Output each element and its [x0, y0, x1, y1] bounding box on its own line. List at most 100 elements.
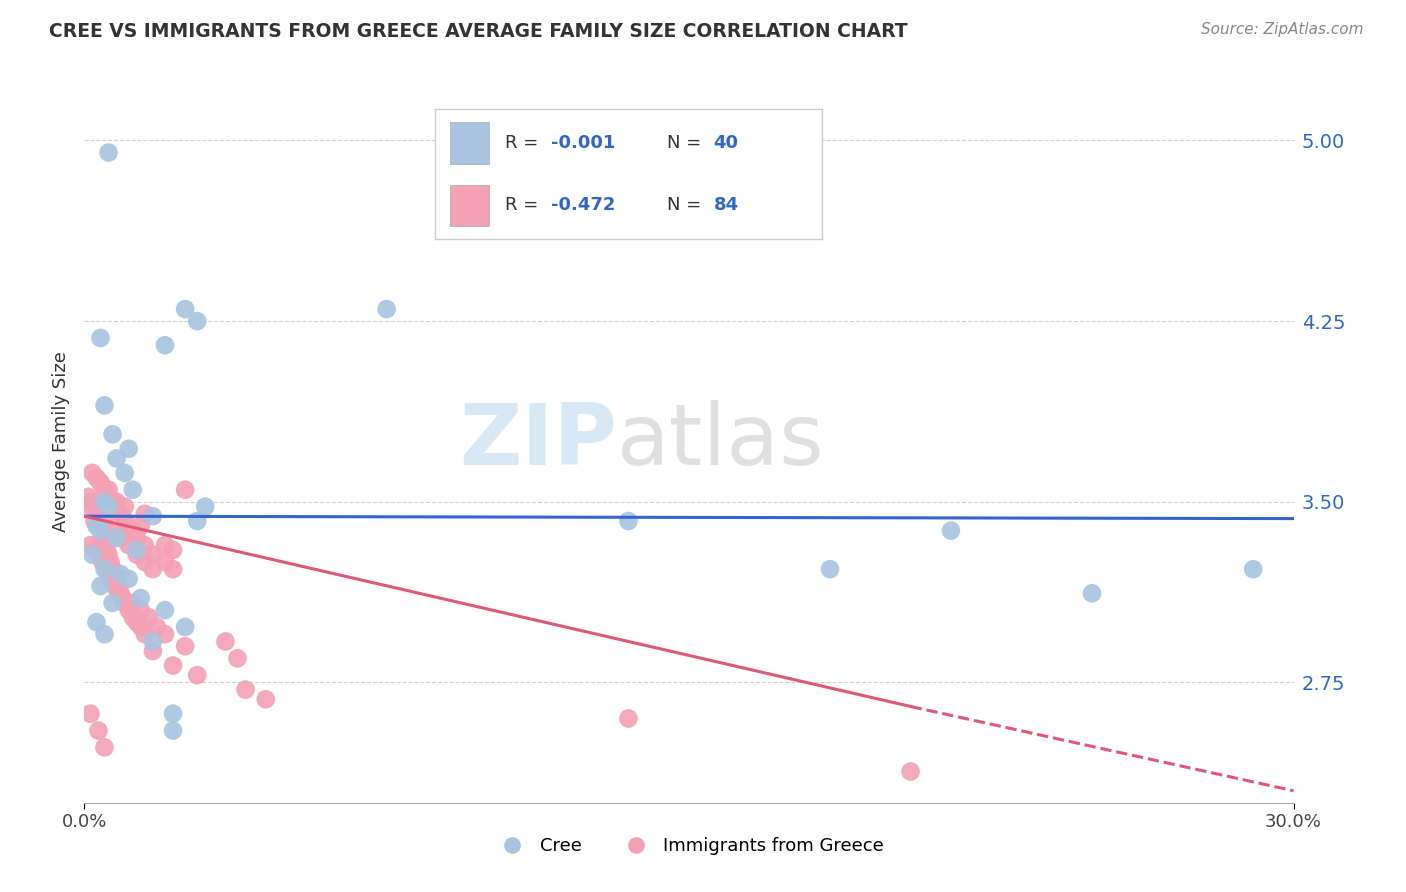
Point [107, 579, 129, 593]
Point [105, 500, 128, 514]
Point [86, 471, 108, 485]
Point [93, 562, 115, 576]
Point [86, 615, 108, 630]
Point [110, 586, 132, 600]
Point [118, 519, 141, 533]
Point [110, 531, 132, 545]
Point [939, 524, 962, 538]
Point [142, 634, 165, 648]
Point [93, 538, 115, 552]
Point [86, 507, 108, 521]
Point [186, 314, 208, 328]
Point [91, 555, 114, 569]
Point [105, 494, 128, 508]
Point [100, 572, 122, 586]
Point [194, 500, 217, 514]
Point [153, 338, 176, 352]
Point [134, 627, 156, 641]
Point [93, 483, 115, 497]
Point [174, 620, 197, 634]
Point [96, 542, 118, 557]
Point [83, 542, 105, 557]
Point [900, 764, 922, 779]
Point [162, 706, 184, 721]
Point [79, 500, 101, 514]
Point [121, 596, 143, 610]
Point [105, 531, 128, 545]
Point [91, 531, 114, 545]
Point [174, 640, 197, 654]
Point [93, 398, 115, 412]
Point [118, 442, 141, 456]
Point [100, 555, 122, 569]
Point [82, 494, 104, 508]
Point [146, 620, 169, 634]
Point [101, 562, 124, 576]
Text: Source: ZipAtlas.com: Source: ZipAtlas.com [1201, 22, 1364, 37]
Point [375, 301, 398, 317]
Point [101, 524, 124, 538]
Point [89, 579, 111, 593]
Point [125, 615, 148, 630]
Point [101, 596, 124, 610]
Point [114, 466, 136, 480]
Point [235, 682, 257, 697]
Point [226, 651, 249, 665]
Point [97, 490, 120, 504]
Point [214, 634, 236, 648]
Point [118, 572, 141, 586]
Point [93, 494, 115, 508]
Point [142, 509, 165, 524]
Point [142, 644, 165, 658]
Text: atlas: atlas [616, 400, 824, 483]
Point [110, 507, 132, 521]
Point [104, 567, 127, 582]
Legend: Cree, Immigrants from Greece: Cree, Immigrants from Greece [488, 830, 890, 863]
Point [153, 603, 176, 617]
Point [162, 723, 184, 738]
Point [101, 427, 124, 442]
Point [129, 603, 152, 617]
Point [87, 519, 110, 533]
Point [129, 620, 152, 634]
Point [142, 562, 165, 576]
Point [162, 562, 184, 576]
Point [134, 507, 156, 521]
Point [89, 524, 111, 538]
Point [1081, 586, 1104, 600]
Point [111, 591, 134, 605]
Point [97, 483, 120, 497]
Point [89, 331, 111, 345]
Point [125, 548, 148, 562]
Point [118, 538, 141, 552]
Point [121, 610, 143, 624]
Point [79, 538, 101, 552]
Point [186, 668, 208, 682]
Point [186, 514, 208, 528]
Point [114, 500, 136, 514]
Point [129, 519, 152, 533]
Point [138, 610, 160, 624]
Point [96, 562, 118, 576]
Text: CREE VS IMMIGRANTS FROM GREECE AVERAGE FAMILY SIZE CORRELATION CHART: CREE VS IMMIGRANTS FROM GREECE AVERAGE F… [49, 22, 908, 41]
Point [97, 548, 120, 562]
Point [107, 586, 129, 600]
Point [617, 514, 640, 528]
Point [1241, 562, 1264, 576]
Point [89, 475, 111, 490]
Point [114, 514, 136, 528]
Point [121, 483, 143, 497]
Point [134, 538, 156, 552]
Point [254, 692, 277, 706]
Point [93, 514, 115, 528]
Point [87, 548, 110, 562]
Point [153, 555, 176, 569]
Point [93, 627, 115, 641]
Point [162, 542, 184, 557]
Point [118, 603, 141, 617]
Point [82, 548, 104, 562]
Point [86, 519, 108, 533]
Point [153, 538, 176, 552]
Point [86, 507, 108, 521]
Point [79, 706, 101, 721]
